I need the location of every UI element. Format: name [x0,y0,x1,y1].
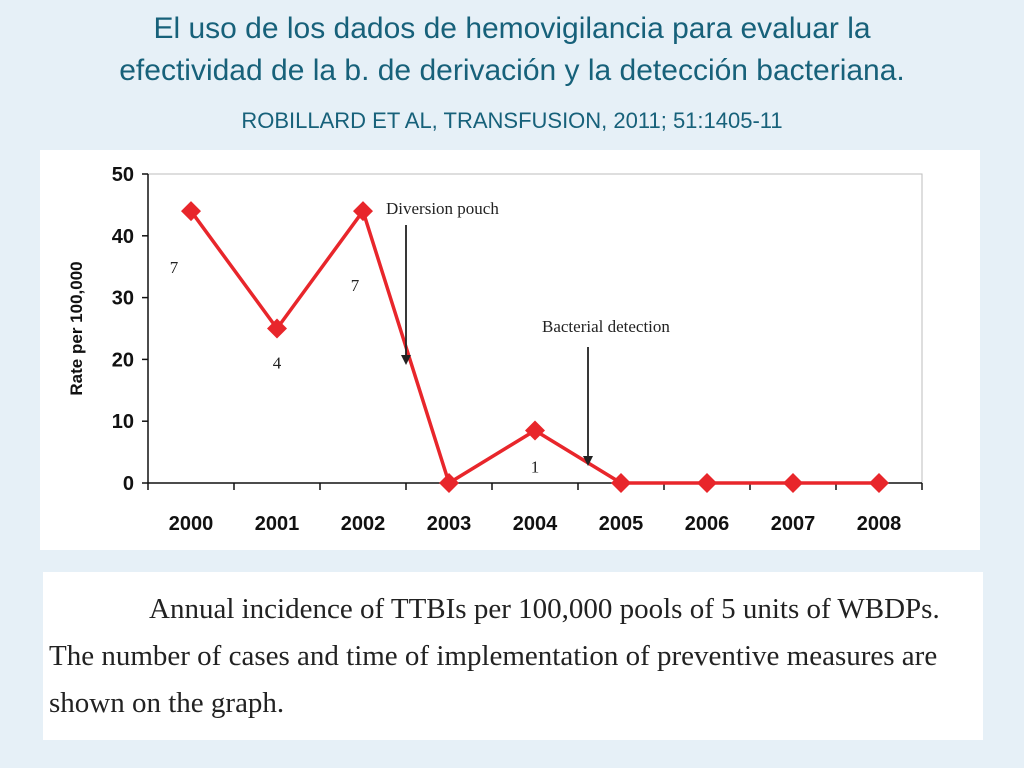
x-tick-label: 2007 [771,513,816,535]
title-line-2: efectividad de la b. de derivación y la … [119,54,905,87]
citation: ROBILLARD ET AL, TRANSFUSION, 2011; 51:1… [241,108,783,133]
annotation-arrow-head [583,456,593,466]
data-point-marker [439,473,459,493]
data-point-marker [267,318,287,339]
annotation-label: Diversion pouch [386,199,499,218]
annotation-arrow-head [401,355,411,365]
data-point-marker [611,473,631,493]
x-tick-label: 2001 [255,513,300,535]
y-tick-label: 50 [112,164,134,186]
case-count-label: 1 [531,457,540,476]
data-point-marker [869,473,889,493]
case-count-label: 4 [273,354,282,373]
x-tick-label: 2003 [427,513,472,535]
y-axis-title: Rate per 100,000 [67,261,86,395]
x-tick-label: 2002 [341,513,386,535]
data-point-marker [181,201,201,222]
title-line-1: El uso de los dados de hemovigilancia pa… [153,12,871,45]
line-chart: 0 10 20 30 40 50 2000 2001 2002 2003 2004 2005 2006 2… [67,164,923,535]
x-tick-label: 2006 [685,513,730,535]
data-point-marker [525,420,545,441]
case-count-label: 7 [170,258,179,277]
slide-title: El uso de los dados de hemovigilancia pa… [0,8,1024,92]
x-tick-label: 2004 [513,513,558,535]
figure-caption: Annual incidence of TTBIs per 100,000 po… [49,593,940,719]
data-point-marker [783,473,803,493]
x-tick-label: 2000 [169,513,214,535]
y-tick-label: 0 [123,473,134,495]
chart-panel: 0 10 20 30 40 50 2000 2001 2002 2003 2004 2005 2006 2… [40,150,980,550]
data-point-marker [697,473,717,493]
x-tick-label: 2008 [857,513,902,535]
y-tick-label: 40 [112,226,134,248]
case-count-label: 7 [351,276,360,295]
x-tick-label: 2005 [599,513,644,535]
y-tick-label: 10 [112,411,134,433]
y-tick-label: 30 [112,288,134,310]
data-point-marker [353,201,373,222]
y-tick-label: 20 [112,349,134,371]
series-line [189,209,879,485]
caption-panel: Annual incidence of TTBIs per 100,000 po… [43,572,983,740]
annotation-label: Bacterial detection [542,317,670,336]
